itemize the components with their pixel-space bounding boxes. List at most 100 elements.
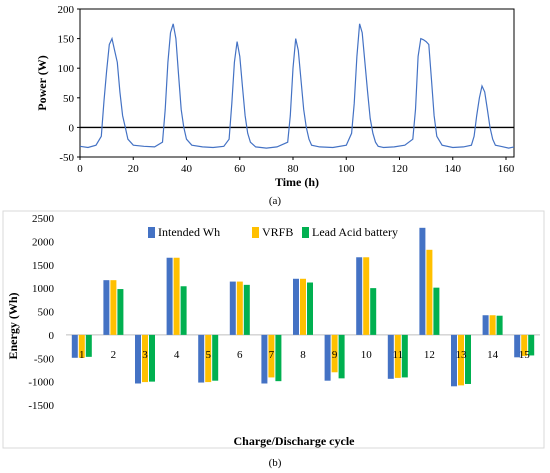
- vrfb-bar: [236, 281, 243, 335]
- power-x-tick-label: 40: [181, 163, 193, 175]
- intended-bar: [387, 334, 394, 379]
- intended-bar: [419, 227, 426, 335]
- power-series-line: [79, 23, 515, 149]
- power-y-tick-label: 0: [69, 122, 75, 134]
- intended-bar: [166, 257, 173, 335]
- lead-acid-bar: [117, 289, 124, 335]
- power-y-tick-label: 50: [63, 93, 75, 105]
- cycle-label: 5: [205, 349, 211, 361]
- power-x-tick-label: 80: [288, 163, 300, 175]
- lead-acid-bar: [401, 334, 408, 378]
- lead-acid-bar: [275, 334, 282, 382]
- lead-acid-bar: [149, 334, 155, 382]
- energy-y-tick-label: 0: [49, 330, 55, 342]
- lead-acid-bar: [243, 284, 250, 335]
- cycle-label: 15: [519, 349, 531, 361]
- energy-y-tick-label: -500: [34, 353, 55, 365]
- cycle-label: 8: [300, 349, 306, 361]
- cycle-label: 14: [487, 349, 499, 361]
- cycle-label: 9: [332, 349, 338, 361]
- cycle-label: 1: [79, 349, 85, 361]
- energy-y-tick-label: 1000: [32, 283, 55, 295]
- power-x-tick-label: 0: [77, 163, 83, 175]
- legend-label-vrfb: VRFB: [262, 225, 293, 239]
- energy-y-tick-label: 2000: [32, 236, 55, 248]
- cycle-label: 2: [111, 349, 117, 361]
- cycle-label: 12: [424, 349, 435, 361]
- lead-acid-bar: [496, 315, 503, 335]
- energy-x-axis-title: Charge/Discharge cycle: [234, 434, 356, 448]
- legend-swatch-lead-acid: [302, 227, 309, 238]
- power-x-tick-label: 20: [128, 163, 140, 175]
- vrfb-bar: [426, 249, 433, 335]
- vrfb-bar: [331, 334, 338, 373]
- intended-bar: [198, 334, 205, 383]
- energy-y-tick-label: -1500: [28, 400, 54, 412]
- legend-swatch-vrfb: [252, 227, 259, 238]
- vrfb-bar: [521, 334, 528, 356]
- legend-swatch-intended: [148, 227, 155, 238]
- intended-bar: [482, 315, 489, 335]
- lead-acid-bar: [465, 334, 471, 384]
- power-y-tick-label: 200: [58, 4, 75, 16]
- intended-bar: [261, 334, 268, 384]
- lead-acid-bar: [180, 286, 187, 335]
- intended-bar: [293, 278, 299, 335]
- cycle-label: 13: [456, 349, 468, 361]
- legend: Intended Wh VRFB Lead Acid battery: [148, 225, 398, 239]
- energy-y-tick-label: 1500: [32, 260, 55, 272]
- panel-b-caption: (b): [269, 457, 282, 469]
- lead-acid-bar: [85, 334, 92, 357]
- vrfb-bar: [78, 334, 85, 358]
- intended-bar: [324, 334, 331, 381]
- vrfb-bar: [110, 280, 117, 335]
- power-x-tick-label: 160: [498, 163, 515, 175]
- power-y-axis-title: Power (W): [35, 55, 49, 110]
- vrfb-bar: [363, 257, 370, 335]
- energy-y-tick-label: -1000: [28, 377, 54, 389]
- legend-label-lead-acid: Lead Acid battery: [312, 225, 398, 239]
- vrfb-bar: [268, 334, 275, 378]
- intended-bar: [103, 280, 110, 335]
- lead-acid-bar: [212, 334, 219, 381]
- lead-acid-bar: [307, 282, 313, 335]
- energy-y-tick-label: 500: [38, 307, 55, 319]
- power-y-tick-label: 150: [58, 34, 75, 46]
- vrfb-bar: [142, 334, 148, 383]
- power-x-tick-label: 140: [445, 163, 462, 175]
- vrfb-bar: [205, 334, 212, 383]
- intended-bar: [514, 334, 521, 358]
- energy-chart-border: [2, 210, 545, 449]
- vrfb-bar: [394, 334, 401, 378]
- intended-bar: [135, 334, 141, 384]
- cycle-label: 6: [237, 349, 243, 361]
- intended-bar: [71, 334, 78, 358]
- energy-y-tick-label: 2500: [32, 213, 55, 225]
- vrfb-bar: [173, 257, 180, 335]
- power-x-tick-label: 60: [234, 163, 246, 175]
- power-chart-plot-area: [79, 8, 515, 158]
- power-y-tick-label: 100: [58, 63, 75, 75]
- intended-bar: [356, 257, 363, 335]
- power-x-tick-label: 120: [391, 163, 408, 175]
- lead-acid-bar: [338, 334, 345, 379]
- vrfb-bar: [300, 278, 306, 335]
- cycle-label: 7: [269, 349, 275, 361]
- panel-a-caption: (a): [269, 195, 282, 207]
- power-x-axis-title: Time (h): [275, 175, 319, 189]
- legend-label-intended: Intended Wh: [158, 225, 220, 239]
- lead-acid-bar: [528, 334, 535, 356]
- power-x-tick-label: 100: [338, 163, 355, 175]
- intended-bar: [229, 281, 236, 335]
- vrfb-bar: [458, 334, 464, 386]
- energy-y-axis-title: Energy (Wh): [6, 293, 20, 360]
- lead-acid-bar: [433, 287, 440, 335]
- power-y-tick-label: -50: [59, 152, 74, 164]
- cycle-label: 10: [361, 349, 373, 361]
- lead-acid-bar: [370, 288, 377, 335]
- intended-bar: [451, 334, 457, 387]
- cycle-label: 11: [393, 349, 404, 361]
